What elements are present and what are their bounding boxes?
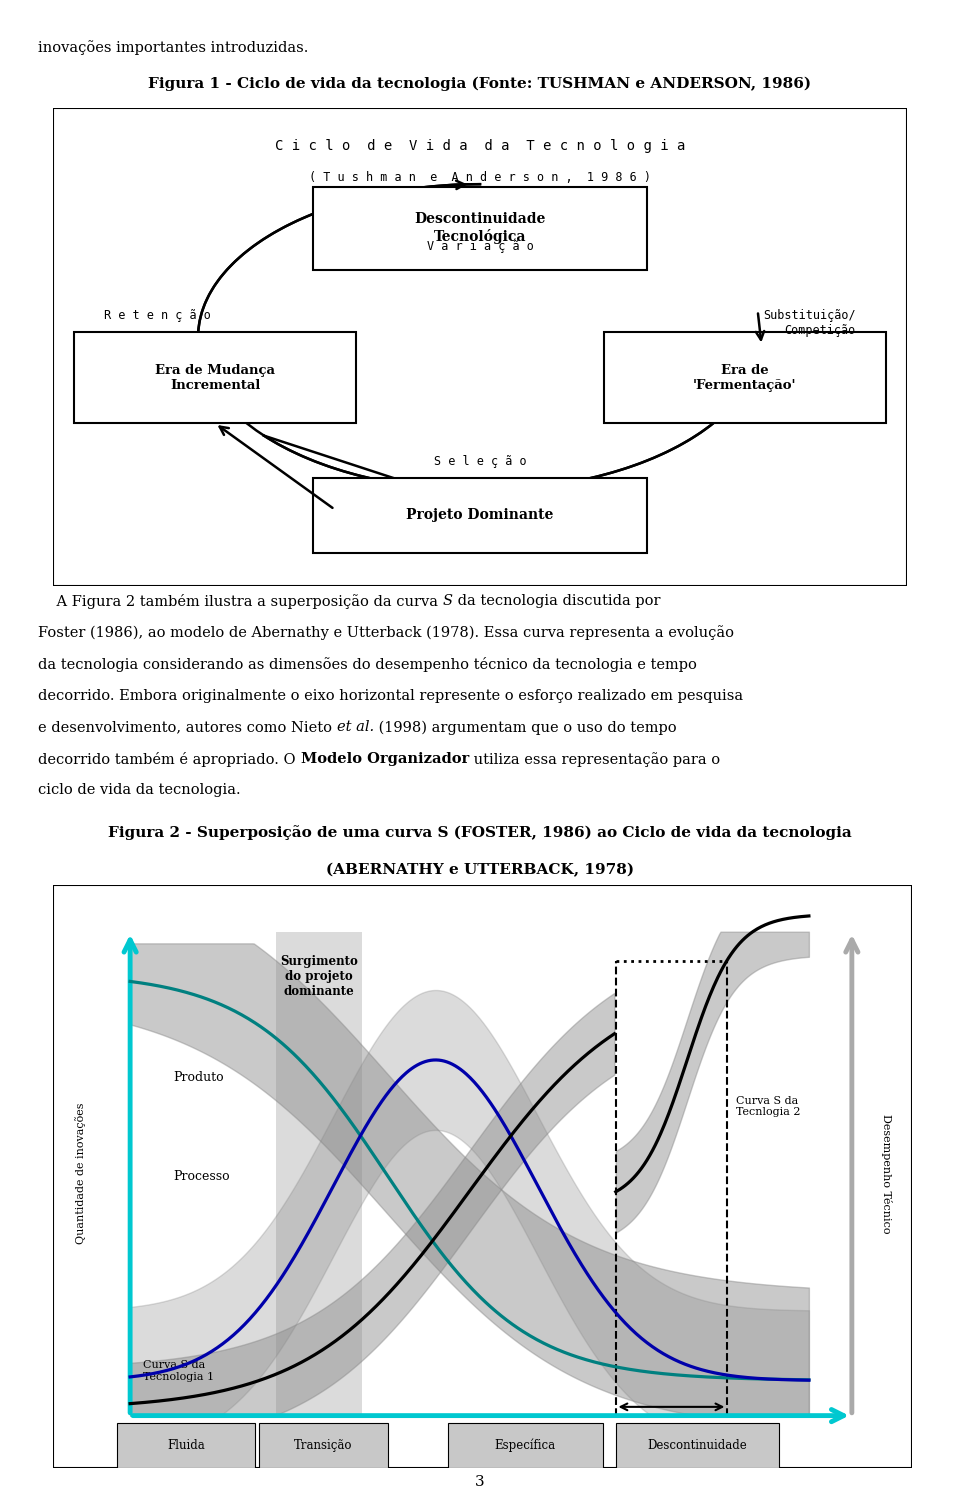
Text: Descontinuidade: Descontinuidade (647, 1438, 747, 1452)
Text: Projeto Dominante: Projeto Dominante (406, 508, 554, 522)
Text: Substituição/
Competição: Substituição/ Competição (763, 309, 856, 336)
Bar (313, 478, 647, 553)
Bar (604, 332, 886, 423)
Text: Quantidade de inovações: Quantidade de inovações (75, 1103, 85, 1244)
Bar (74, 332, 356, 423)
Text: Fluida: Fluida (167, 1438, 204, 1452)
Text: Produto: Produto (173, 1070, 224, 1084)
Text: Modelo Organizador: Modelo Organizador (300, 752, 468, 765)
Bar (313, 187, 647, 271)
Text: decorrido também é apropriado. O: decorrido também é apropriado. O (38, 752, 300, 767)
Text: Desempenho Técnico: Desempenho Técnico (880, 1114, 892, 1233)
Text: S: S (443, 594, 453, 608)
Text: Surgimento
do projeto
dominante: Surgimento do projeto dominante (280, 955, 358, 999)
Text: A Figura 2 também ilustra a superposição da curva: A Figura 2 também ilustra a superposição… (38, 594, 443, 608)
Text: e desenvolvimento, autores como Nieto: e desenvolvimento, autores como Nieto (38, 721, 337, 734)
Text: da tecnologia discutida por: da tecnologia discutida por (453, 594, 660, 608)
Text: Foster (1986), ao modelo de Abernathy e Utterback (1978). Essa curva representa : Foster (1986), ao modelo de Abernathy e … (38, 625, 734, 640)
Text: Específica: Específica (494, 1438, 556, 1452)
Bar (259, 1423, 388, 1468)
Text: R e t e n ç ã o: R e t e n ç ã o (104, 309, 211, 323)
Bar (276, 931, 362, 1416)
Text: 3: 3 (475, 1474, 485, 1489)
Text: ( T u s h m a n  e  A n d e r s o n ,  1 9 8 6 ): ( T u s h m a n e A n d e r s o n , 1 9 … (309, 170, 651, 184)
Text: S e l e ç ã o: S e l e ç ã o (434, 454, 526, 468)
Text: Figura 1 - Ciclo de vida da tecnologia (Fonte: TUSHMAN e ANDERSON, 1986): Figura 1 - Ciclo de vida da tecnologia (… (149, 76, 811, 91)
Text: Era de
'Fermentação': Era de 'Fermentação' (693, 363, 797, 392)
Text: Curva S da
Tecnologia 1: Curva S da Tecnologia 1 (143, 1360, 214, 1381)
Text: C i c l o  d e  V i d a  d a  T e c n o l o g i a: C i c l o d e V i d a d a T e c n o l o … (275, 139, 685, 152)
Text: decorrido. Embora originalmente o eixo horizontal represente o esforço realizado: decorrido. Embora originalmente o eixo h… (38, 689, 744, 703)
Text: et al.: et al. (337, 721, 374, 734)
Text: utiliza essa representação para o: utiliza essa representação para o (468, 752, 720, 767)
Text: Descontinuidade
Tecnológica: Descontinuidade Tecnológica (415, 212, 545, 244)
Text: ciclo de vida da tecnologia.: ciclo de vida da tecnologia. (38, 783, 241, 797)
Text: da tecnologia considerando as dimensões do desempenho técnico da tecnologia e te: da tecnologia considerando as dimensões … (38, 656, 697, 671)
Bar (448, 1423, 603, 1468)
Text: (ABERNATHY e UTTERBACK, 1978): (ABERNATHY e UTTERBACK, 1978) (326, 863, 634, 876)
Text: Processo: Processo (173, 1171, 229, 1183)
Text: inovações importantes introduzidas.: inovações importantes introduzidas. (38, 40, 309, 55)
Bar (117, 1423, 254, 1468)
Text: Figura 2 - Superposição de uma curva S (FOSTER, 1986) ao Ciclo de vida da tecnol: Figura 2 - Superposição de uma curva S (… (108, 825, 852, 840)
Text: Transição: Transição (294, 1438, 352, 1452)
Text: Curva S da
Tecnlogia 2: Curva S da Tecnlogia 2 (736, 1096, 801, 1117)
Text: V a r i a ç ã o: V a r i a ç ã o (426, 239, 534, 253)
Text: Era de Mudança
Incremental: Era de Mudança Incremental (156, 363, 276, 392)
Bar (615, 1423, 779, 1468)
Text: (1998) argumentam que o uso do tempo: (1998) argumentam que o uso do tempo (374, 721, 677, 734)
